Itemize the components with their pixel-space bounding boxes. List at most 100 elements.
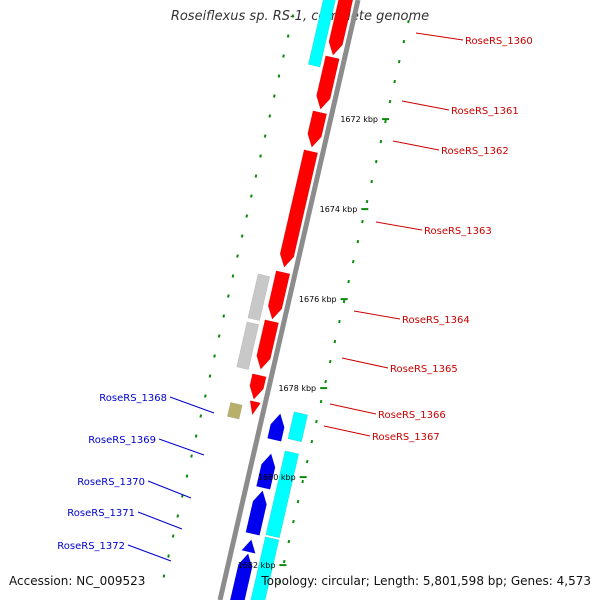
inner-ring-tick (287, 539, 291, 544)
inner-ring-tick (370, 179, 373, 184)
gene-leader-line (401, 100, 450, 111)
inner-ring-tick (347, 279, 350, 284)
outer-ring-tick (291, 14, 295, 18)
forward-feature-block (308, 0, 336, 68)
inner-ring-tick (278, 579, 281, 584)
forward-cds-arrow (249, 400, 261, 416)
gene-leader-line (323, 425, 371, 437)
gene-leader-line (375, 221, 423, 231)
forward-cds-arrow (267, 270, 291, 320)
inner-ring-tick (388, 99, 392, 104)
inner-ring-tick (305, 459, 309, 464)
gene-leader-line (158, 438, 205, 456)
gene-label: RoseRS_1371 (67, 508, 135, 519)
inner-ring-tick (379, 139, 383, 144)
outer-ring-tick (254, 174, 258, 178)
reverse-cds-arrow (245, 490, 267, 536)
outer-ring-tick (176, 514, 180, 518)
inner-ring-tick (338, 319, 341, 324)
reverse-cds-arrow (241, 539, 256, 554)
inner-ring-tick (296, 499, 300, 504)
scale-label: 1682 kbp (238, 561, 276, 570)
outer-ring-tick (240, 234, 244, 238)
scale-label: 1672 kbp (340, 115, 378, 124)
gene-leader-line (415, 32, 464, 41)
gene-label: RoseRS_1367 (372, 432, 440, 443)
inner-ring-tick (361, 219, 364, 224)
gene-leader-line (329, 403, 377, 415)
inner-ring-tick (333, 339, 337, 344)
inner-ring-tick (324, 379, 327, 384)
topology-text: Topology: circular; Length: 5,801,598 bp… (261, 574, 591, 588)
outer-ring-tick (185, 474, 189, 478)
outer-ring-tick (213, 354, 216, 358)
scale-label: 1680 kbp (258, 473, 296, 482)
grey-feature-block (247, 273, 271, 321)
reverse-feature-block (265, 450, 300, 539)
inner-ring-tick (310, 439, 314, 444)
inner-ring-tick (365, 199, 369, 204)
outer-ring-tick (259, 154, 262, 158)
gene-label: RoseRS_1372 (57, 541, 125, 552)
outer-ring-tick (162, 574, 166, 578)
inner-ring-tick (342, 299, 346, 304)
inner-ring-tick (319, 399, 323, 404)
inner-ring-tick (351, 259, 355, 264)
gene-leader-line (169, 396, 215, 414)
accession-text: Accession: NC_009523 (9, 574, 146, 588)
gene-label: RoseRS_1361 (451, 106, 519, 117)
inner-ring-tick (328, 359, 332, 364)
gene-leader-line (392, 140, 440, 151)
gene-label: RoseRS_1364 (402, 315, 470, 326)
outer-ring-tick (236, 254, 239, 258)
outer-ring-tick (194, 434, 198, 438)
outer-ring-tick (277, 74, 281, 78)
gene-label: RoseRS_1366 (378, 410, 446, 421)
gene-leader-line (341, 357, 389, 369)
outer-ring-tick (217, 334, 221, 338)
gene-label: RoseRS_1368 (99, 393, 167, 404)
inner-ring-tick (315, 419, 318, 424)
forward-cds-arrow (316, 55, 340, 110)
inner-ring-tick (407, 19, 410, 24)
gene-label: RoseRS_1370 (77, 477, 145, 488)
gene-label: RoseRS_1369 (88, 435, 156, 446)
inner-ring-tick (402, 39, 406, 44)
scale-label: 1676 kbp (299, 295, 337, 304)
rna-feature-block (226, 402, 243, 420)
inner-ring-tick (384, 119, 387, 124)
gene-label: RoseRS_1363 (424, 226, 492, 237)
outer-ring-tick (227, 294, 230, 298)
gene-label: RoseRS_1365 (390, 364, 458, 375)
outer-ring-tick (268, 114, 272, 118)
gene-label: RoseRS_1360 (465, 36, 533, 47)
gene-leader-line (353, 310, 401, 320)
inner-ring-tick (356, 239, 360, 244)
reverse-feature-block (250, 536, 280, 600)
outer-ring-tick (250, 194, 253, 198)
outer-ring-tick (222, 314, 226, 318)
gene-label: RoseRS_1362 (441, 146, 509, 157)
inner-ring-tick (393, 79, 396, 84)
outer-ring-tick (171, 534, 175, 538)
outer-ring-tick (286, 34, 290, 38)
scale-label: 1674 kbp (320, 205, 358, 214)
forward-cds-arrow (249, 373, 267, 400)
outer-ring-tick (167, 554, 170, 558)
backbone-line (217, 0, 361, 600)
gene-leader-line (137, 511, 183, 530)
grey-feature-block (236, 321, 259, 370)
reverse-cds-arrow (267, 413, 285, 442)
inner-ring-tick (292, 519, 295, 524)
forward-cds-arrow (328, 0, 354, 56)
outer-ring-tick (282, 54, 285, 58)
gene-leader-line (127, 544, 172, 562)
reverse-feature-block (287, 411, 308, 443)
inner-ring-tick (374, 159, 378, 164)
gene-leader-line (147, 480, 192, 499)
forward-cds-arrow (279, 149, 318, 268)
inner-ring-tick (301, 479, 304, 484)
map-title: Roseiflexus sp. RS-1, complete genome (170, 9, 430, 24)
